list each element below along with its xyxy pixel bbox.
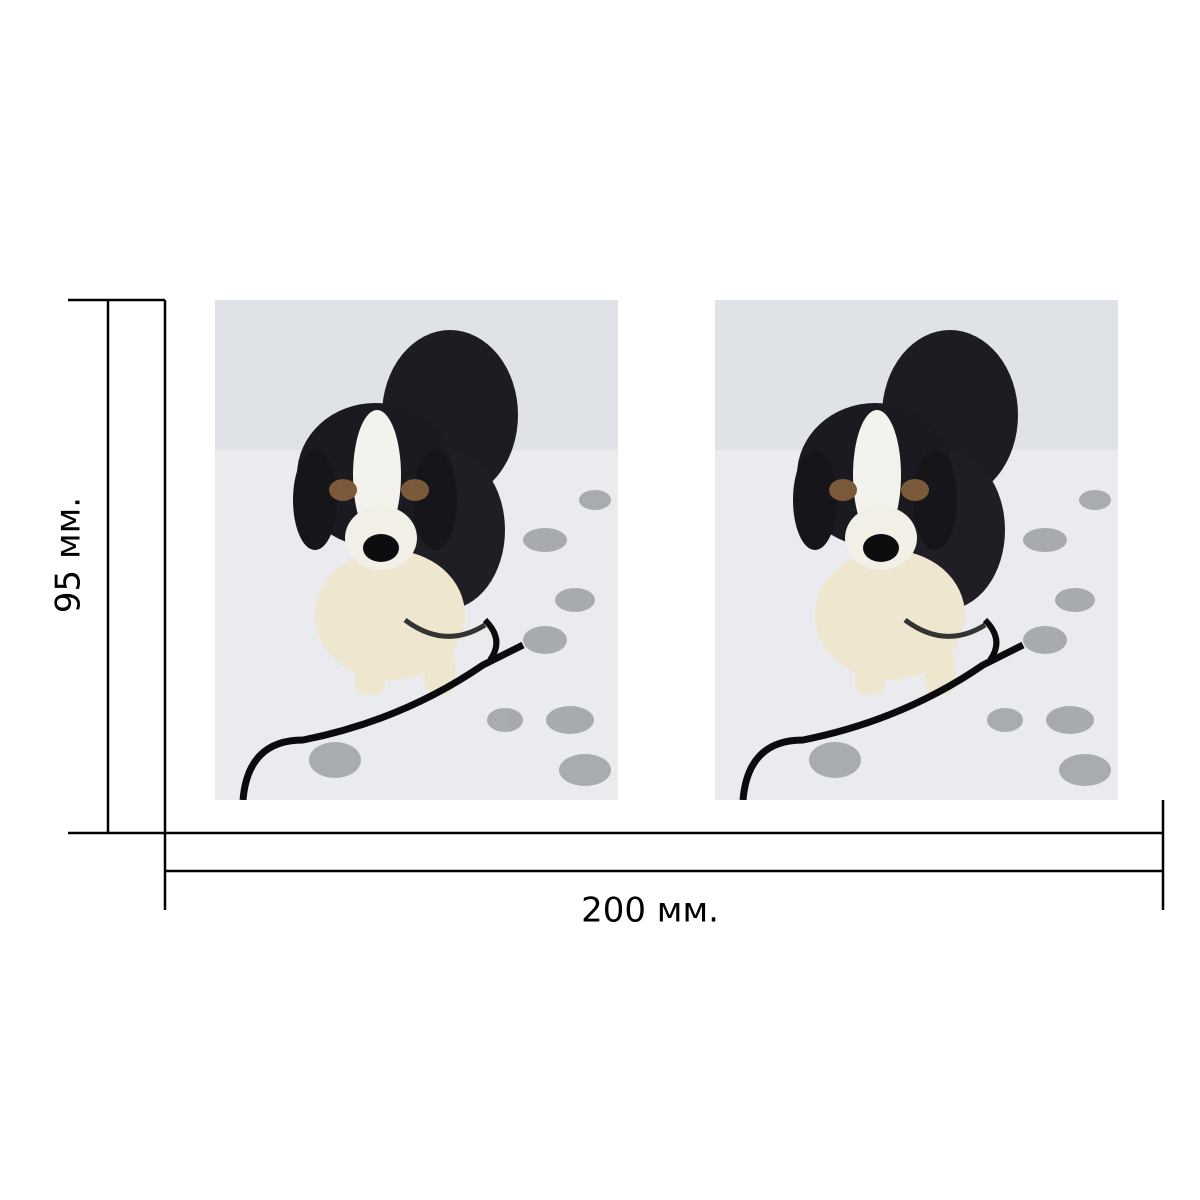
dog-photo [215,300,618,800]
width-dimension: 200 мм. [163,800,1165,931]
height-label: 95 мм. [49,497,89,613]
dog-photo [715,300,1118,800]
width-label: 200 мм. [581,891,719,931]
height-dimension: 95 мм. [49,298,167,835]
